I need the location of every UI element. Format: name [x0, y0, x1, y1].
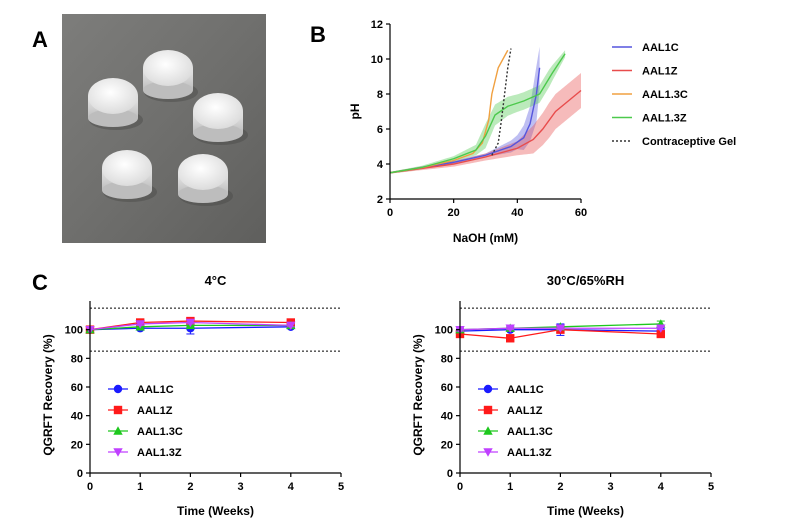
x-tick-label: 0	[457, 481, 463, 493]
legend-label: AAL1.3Z	[642, 113, 687, 125]
legend-label: AAL1Z	[642, 66, 678, 78]
data-point	[113, 405, 123, 415]
series-line	[459, 329, 661, 339]
legend-label: AAL1C	[137, 384, 174, 396]
x-tick-label: 2	[557, 481, 563, 493]
panel-label-a: A	[32, 27, 48, 52]
x-tick-label: 40	[511, 207, 523, 219]
tablet	[102, 150, 157, 202]
y-tick-label: 60	[71, 382, 83, 394]
series-line-aal1z	[389, 89, 582, 174]
legend-label: AAL1.3C	[507, 426, 553, 438]
data-point	[113, 448, 123, 457]
data-point	[113, 384, 123, 394]
chart-title: 30°C/65%RH	[547, 273, 624, 288]
y-tick-label: 80	[441, 353, 453, 365]
y-tick-label: 20	[441, 439, 453, 451]
tablet	[88, 78, 143, 130]
legend-label: AAL1Z	[137, 405, 173, 417]
panel-label-c: C	[32, 270, 48, 295]
data-point	[286, 321, 296, 331]
x-axis-title: NaOH (mM)	[453, 231, 518, 245]
data-point	[506, 334, 515, 343]
series-line-contraceptive-gel	[491, 48, 512, 156]
y-tick-label: 60	[441, 382, 453, 394]
band-aal1z	[390, 73, 581, 174]
series-line	[89, 320, 291, 331]
x-tick-label: 0	[387, 207, 393, 219]
x-tick-label: 1	[507, 481, 513, 493]
panel-label-b: B	[310, 22, 326, 47]
y-tick-label: 4	[377, 159, 384, 171]
x-tick-label: 4	[288, 481, 295, 493]
data-point	[555, 324, 566, 333]
legend: AAL1C AAL1Z AAL1.3C AAL1.3Z	[478, 384, 553, 459]
legend-label: AAL1C	[507, 384, 544, 396]
y-tick-label: 8	[377, 89, 383, 101]
legend-label: AAL1.3Z	[137, 447, 182, 459]
data-point	[483, 426, 493, 435]
y-tick-label: 20	[71, 439, 83, 451]
y-tick-label: 80	[71, 353, 83, 365]
series-line	[89, 326, 291, 331]
y-tick-label: 40	[71, 411, 83, 423]
y-axis-title: QGRFT Recovery (%)	[41, 334, 55, 455]
y-tick-label: 12	[371, 19, 383, 31]
tablet-photo	[62, 14, 266, 243]
x-tick-label: 4	[658, 481, 665, 493]
series-line	[89, 324, 291, 331]
data-point	[656, 324, 666, 333]
legend-label: AAL1Z	[507, 405, 543, 417]
legend-label: AAL1.3C	[137, 426, 183, 438]
y-tick-label: 10	[371, 54, 383, 66]
x-tick-label: 2	[187, 481, 193, 493]
legend-label: AAL1.3C	[642, 89, 688, 101]
y-tick-label: 6	[377, 124, 383, 136]
series-line	[459, 327, 661, 331]
chart-title: 4°C	[205, 273, 227, 288]
y-tick-label: 40	[441, 411, 453, 423]
y-tick-label: 100	[65, 325, 83, 337]
data-point	[135, 320, 145, 329]
stability-chart-30c: 30°C/65%RH 0 20 40 60 80 100 0 1 2 3 4 5 Time (Weeks)…	[411, 273, 714, 518]
data-point	[505, 324, 515, 333]
x-tick-label: 3	[238, 481, 244, 493]
x-tick-label: 5	[708, 481, 714, 493]
data-point	[483, 448, 493, 457]
data-point	[113, 426, 123, 435]
legend-label: Contraceptive Gel	[642, 136, 736, 148]
y-axis-title: QGRFT Recovery (%)	[411, 334, 425, 455]
y-tick-label: 0	[447, 468, 453, 480]
legend-label: AAL1C	[642, 42, 679, 54]
tablet	[143, 50, 198, 102]
x-tick-label: 20	[448, 207, 460, 219]
stability-chart-4c: 4°C 0 20 40 60 80 100 0 1 2 3 4 5 Time (Weeks) QGRFT R…	[41, 273, 344, 518]
legend: AAL1C AAL1Z AAL1.3C AAL1.3Z Contraceptive Ge…	[612, 42, 736, 148]
tablet	[193, 93, 248, 145]
x-axis-title: Time (Weeks)	[547, 504, 624, 518]
y-tick-label: 2	[377, 194, 383, 206]
x-tick-label: 3	[608, 481, 614, 493]
data-point	[483, 384, 493, 394]
data-point	[483, 405, 493, 415]
data-point	[185, 318, 196, 328]
x-tick-label: 5	[338, 481, 344, 493]
y-tick-label: 100	[435, 325, 453, 337]
x-axis-title: Time (Weeks)	[177, 504, 254, 518]
legend-label: AAL1.3Z	[507, 447, 552, 459]
tablet	[178, 154, 233, 206]
legend: AAL1C AAL1Z AAL1.3C AAL1.3Z	[108, 384, 183, 459]
series-line-aal1-3z	[389, 53, 566, 174]
y-axis-title: pH	[348, 104, 362, 120]
series-line	[89, 321, 291, 331]
series-line	[459, 329, 661, 332]
x-tick-label: 1	[137, 481, 143, 493]
x-tick-label: 60	[575, 207, 587, 219]
data-point	[656, 329, 665, 339]
series-aal1-3z	[455, 324, 666, 335]
x-tick-label: 0	[87, 481, 93, 493]
y-tick-label: 0	[77, 468, 83, 480]
